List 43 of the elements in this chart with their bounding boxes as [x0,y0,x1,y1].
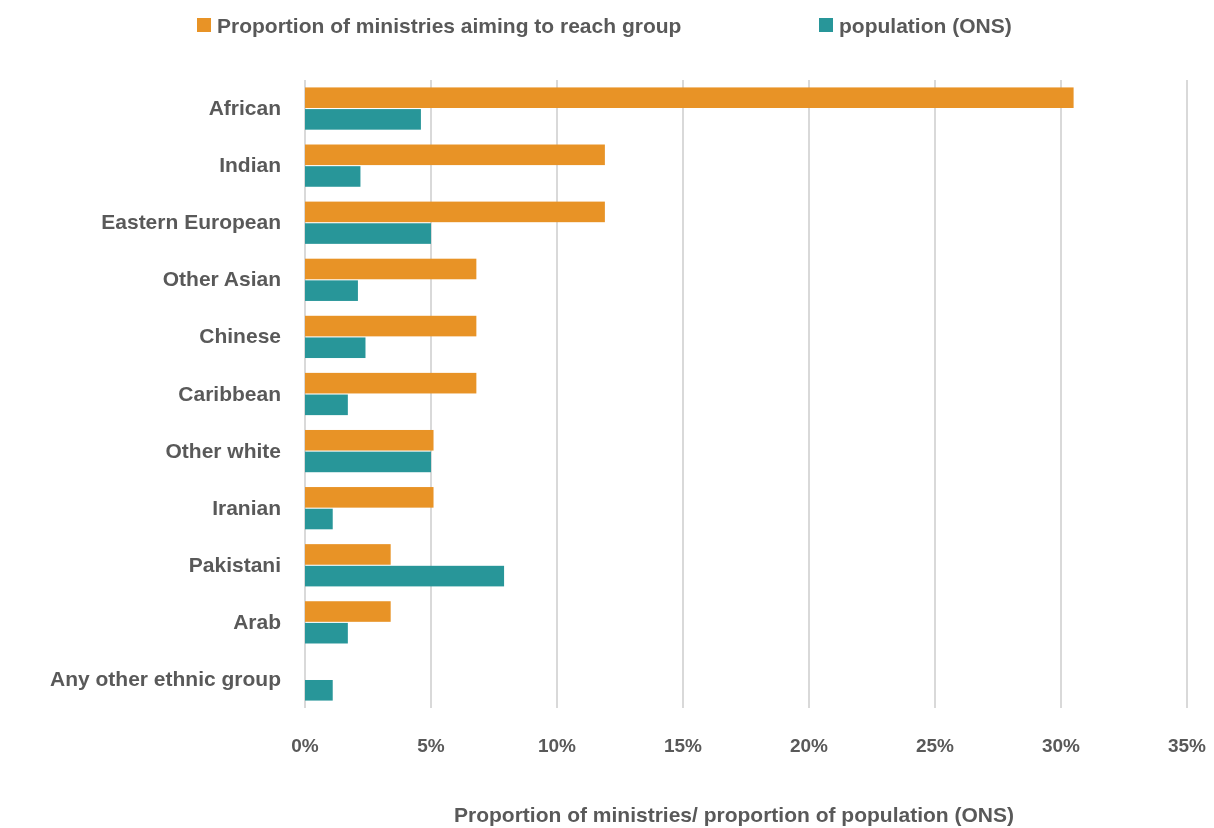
bar [305,680,333,701]
bar [305,622,348,644]
bar [305,166,361,187]
x-tick-label: 30% [1041,734,1081,756]
bar [305,508,333,530]
y-tick-label: Iranian [212,495,281,519]
y-tick-label: Arab [233,609,281,633]
bar [305,201,605,223]
y-tick-label: African [208,96,281,120]
x-tick-label: 25% [915,734,955,756]
bar [305,337,366,359]
bar [305,487,434,508]
bar [305,258,477,280]
bar [305,109,421,130]
bar [305,280,358,301]
x-tick-label: 35% [1167,734,1207,756]
bar [305,394,348,416]
bar [305,372,477,394]
bar [305,223,431,244]
bar [305,315,477,337]
bar [305,565,505,587]
x-tick-label: 10% [537,734,577,756]
bar [305,451,431,473]
x-tick-label: 0% [291,734,319,756]
y-tick-label: Eastern European [101,210,281,234]
legend-label: Proportion of ministries aiming to reach group [217,13,682,37]
legend-label: population (ONS) [839,13,1012,37]
x-tick-label: 15% [663,734,703,756]
bar [305,544,391,565]
y-tick-label: Other Asian [162,267,281,291]
y-tick-label: Caribbean [178,381,281,405]
bar [305,87,1074,108]
y-tick-label: Chinese [199,324,281,348]
x-tick-label: 5% [417,734,445,756]
y-tick-label: Other white [165,438,281,462]
y-tick-label: Indian [219,153,281,177]
y-tick-label: Pakistani [188,552,281,576]
y-tick-label: Any other ethnic group [50,666,281,690]
bar [305,601,391,622]
bar [305,144,605,166]
x-axis-title: Proportion of ministries/ proportion of population (ONS) [454,802,1014,826]
x-tick-label: 20% [789,734,829,756]
bar [305,429,434,451]
